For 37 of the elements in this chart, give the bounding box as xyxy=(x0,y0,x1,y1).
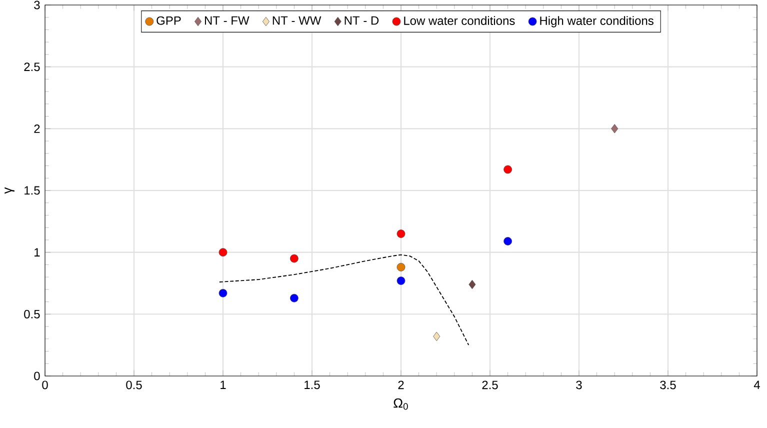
x-tick-label: 2 xyxy=(398,380,404,390)
x-tick-label: 4 xyxy=(754,380,760,389)
legend-label: GPP xyxy=(156,16,181,25)
x-tick-label: 0.5 xyxy=(126,380,142,390)
x-tick-label: 1.5 xyxy=(304,380,320,390)
legend-label: High water conditions xyxy=(540,16,654,28)
x-axis-title: Ω$_{0}$ xyxy=(394,398,408,410)
point xyxy=(290,254,298,263)
point xyxy=(433,332,440,342)
point xyxy=(290,294,298,302)
line-series xyxy=(218,254,470,346)
point xyxy=(611,124,618,134)
point xyxy=(396,276,406,285)
point xyxy=(396,230,406,238)
y-axis-title: γ xyxy=(4,187,14,194)
y-tick-label: 2 xyxy=(34,124,40,133)
x-tick-label: 3 xyxy=(576,380,582,390)
x-tick-label: 2.5 xyxy=(482,380,498,390)
y-tick-label: 2.5 xyxy=(24,62,40,72)
x-tick-label: 3.5 xyxy=(660,380,676,390)
y-tick-label: 3 xyxy=(34,0,40,10)
legend-label: NT - WW xyxy=(272,16,322,25)
point xyxy=(468,280,476,290)
y-tick-label: 1.5 xyxy=(24,186,40,195)
y-tick-label: 0.5 xyxy=(24,310,40,318)
legend-label: NT - D xyxy=(344,16,379,25)
point xyxy=(218,248,228,257)
point xyxy=(504,236,512,246)
point xyxy=(504,165,512,174)
x-tick-label: 1 xyxy=(220,380,226,389)
y-tick-label: 1 xyxy=(34,248,40,256)
x-tick-label: 0 xyxy=(42,380,48,390)
legend-label: Low water conditions xyxy=(404,16,515,25)
y-tick-label: 0 xyxy=(34,372,40,380)
point xyxy=(396,262,406,272)
legend-label: NT - FW xyxy=(204,16,250,25)
point xyxy=(218,288,228,298)
